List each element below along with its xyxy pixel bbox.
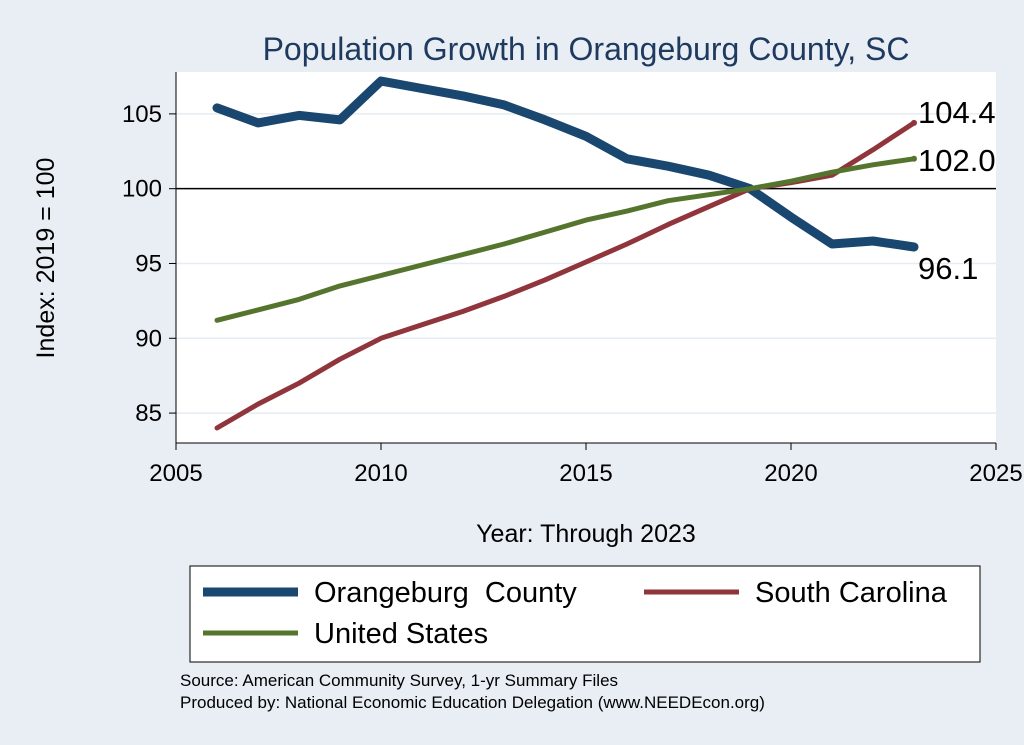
x-tick-label: 2010 (354, 460, 407, 487)
y-tick-label: 90 (135, 325, 162, 352)
end-point-2 (911, 119, 917, 126)
axes: 85 90 95 100 105 2005 2010 2015 2020 2025 (122, 72, 1023, 487)
end-label-3: 102.0 (918, 143, 996, 178)
end-label-2: 104.4 (918, 95, 996, 130)
y-axis-label: Index: 2019 = 100 (32, 158, 60, 359)
end-point-1 (911, 244, 917, 251)
x-tick-label: 2020 (764, 460, 817, 487)
x-tick-label: 2015 (559, 460, 612, 487)
plot-area (176, 72, 996, 443)
legend-label-2: South Carolina (755, 577, 948, 609)
source-line-1: Source: American Community Survey, 1-yr … (180, 671, 618, 690)
x-axis-label: Year: Through 2023 (476, 520, 696, 548)
series-line-3 (214, 156, 917, 323)
y-tick-label: 105 (122, 101, 162, 128)
series-line-1 (212, 76, 919, 252)
y-tick-label: 95 (135, 250, 162, 277)
legend-entries: Orangeburg County South Carolina United St… (203, 577, 948, 650)
y-tick-label: 85 (135, 400, 162, 427)
end-label-1: 96.1 (918, 251, 978, 286)
x-tick-label: 2005 (149, 460, 202, 487)
y-tick-label: 100 (122, 176, 162, 203)
end-point-3 (911, 155, 917, 162)
chart-title: Population Growth in Orangeburg County, … (263, 31, 910, 67)
end-labels: 96.1 104.4 102.0 (911, 95, 996, 286)
source-line-2: Produced by: National Economic Education… (180, 693, 765, 712)
legend-label-3: United States (314, 618, 488, 650)
legend (189, 565, 981, 663)
series-lines (212, 76, 919, 431)
x-tick-label: 2025 (969, 460, 1022, 487)
legend-label-1: Orangeburg County (314, 577, 577, 609)
